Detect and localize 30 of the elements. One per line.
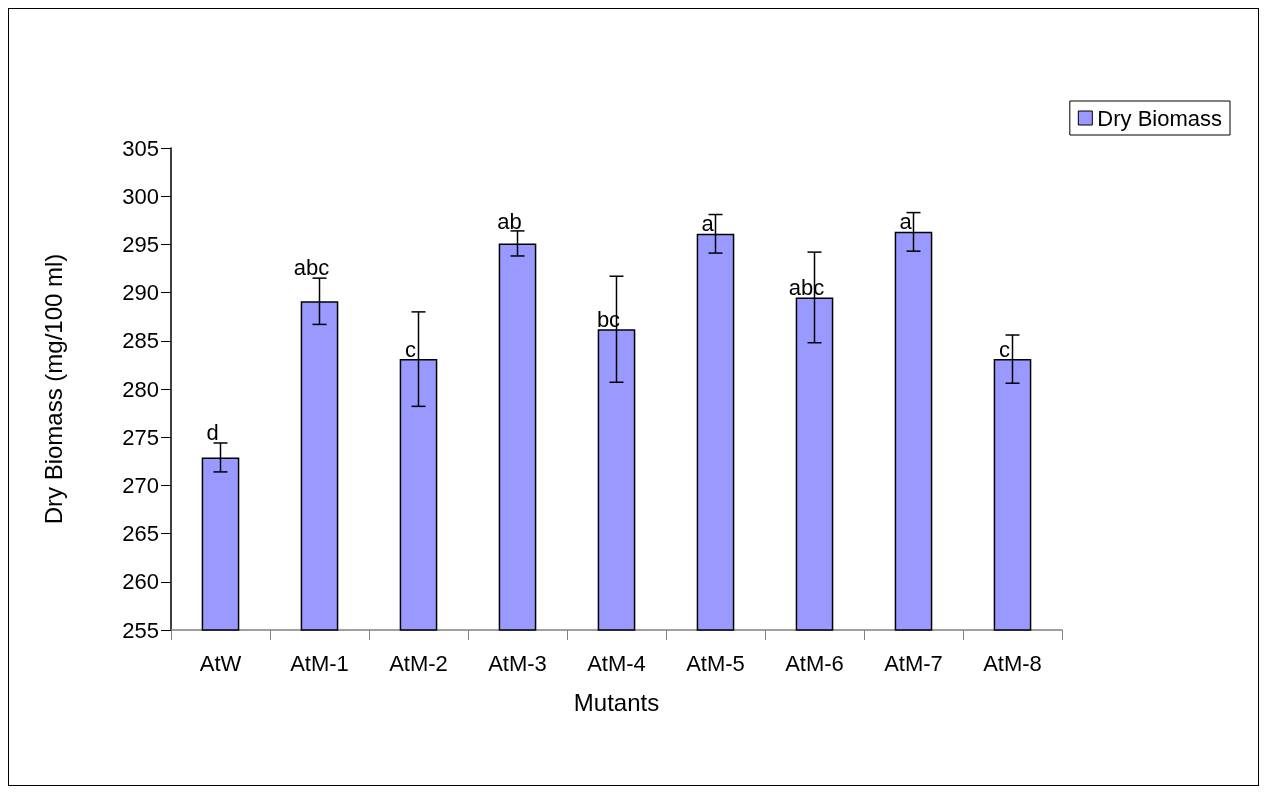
y-tick-label: 295	[122, 231, 159, 257]
x-tick-label: AtM-8	[983, 650, 1042, 676]
y-tick-label: 290	[122, 280, 159, 306]
annotation: d	[206, 420, 219, 446]
x-tick-label: AtM-7	[884, 650, 943, 676]
y-tick-label: 280	[122, 376, 159, 402]
y-tick-label: 260	[122, 569, 159, 595]
y-tick-label: 270	[122, 472, 159, 498]
x-tick-label: AtM-3	[488, 650, 547, 676]
annotation: a	[701, 211, 715, 237]
annotation: c	[405, 336, 416, 362]
y-tick-label: 305	[122, 135, 159, 161]
x-tick-label: AtM-1	[290, 650, 349, 676]
x-tick-label: AtM-4	[587, 650, 646, 676]
y-tick-label: 255	[122, 617, 159, 643]
x-tick-label: AtW	[199, 650, 242, 676]
x-tick-label: AtM-5	[686, 650, 745, 676]
x-tick-label: AtM-2	[389, 650, 448, 676]
y-axis-title: Dry Biomass (mg/100 ml)	[39, 253, 67, 525]
annotation: a	[899, 209, 913, 235]
x-axis-title: Mutants	[573, 688, 660, 716]
y-tick-label: 275	[122, 424, 159, 450]
annotation: c	[999, 336, 1010, 362]
y-tick-label: 285	[122, 328, 159, 354]
annotation: ab	[497, 209, 522, 235]
legend-label: Dry Biomass	[1097, 105, 1222, 131]
y-tick-label: 265	[122, 521, 159, 547]
y-tick-label: 300	[122, 183, 159, 209]
x-tick-label: AtM-6	[785, 650, 844, 676]
annotation: abc	[293, 254, 330, 280]
